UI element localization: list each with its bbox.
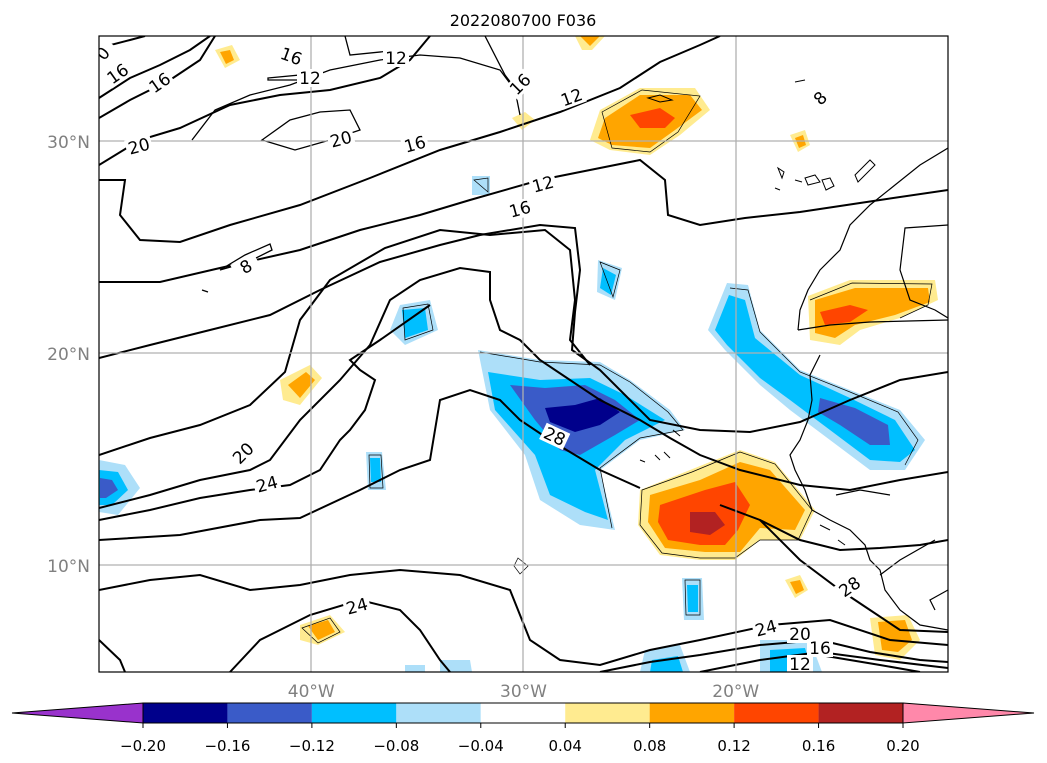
colorbar-tick-label: −0.16	[204, 737, 250, 755]
contour-label-bg	[227, 437, 259, 469]
contour-label-bg	[400, 132, 430, 157]
colorbar-segment	[734, 703, 819, 723]
colorbar-tick-label: 0.04	[549, 737, 582, 755]
contour-label-bg	[504, 68, 536, 100]
contour-label-bg	[787, 625, 813, 643]
lat-label: 10°N	[47, 557, 90, 577]
latitude-labels: 30°N 20°N 10°N	[47, 133, 90, 577]
colorbar-segment	[143, 703, 228, 723]
contour-label-bg	[807, 639, 833, 657]
colorbar-tick-label: −0.12	[289, 737, 335, 755]
colorbar-tick-labels: −0.20 −0.16 −0.12 −0.08 −0.04 0.04 0.08 0.12 0.1…	[120, 723, 920, 755]
contour-label-bg	[505, 197, 535, 222]
colorbar-tick-label: −0.08	[373, 737, 419, 755]
colorbar	[11, 702, 1035, 724]
lat-label: 30°N	[47, 133, 90, 153]
colorbar-tick-label: 0.12	[717, 737, 750, 755]
longitude-labels: 40°W 30°W 20°W	[288, 682, 760, 702]
colorbar-segment	[565, 703, 650, 723]
coastlines	[789, 147, 948, 631]
contour-label-bg	[326, 127, 356, 152]
colorbar-extend-max	[902, 702, 1035, 724]
positive-shading-016	[690, 512, 725, 535]
contour-label-bg	[528, 172, 558, 197]
map-frame	[98, 35, 949, 673]
contour-label: 12	[789, 655, 811, 675]
contour-label-bg	[252, 472, 282, 497]
contour-label-bg	[383, 49, 409, 67]
colorbar-tick-label: 0.16	[802, 737, 835, 755]
contour-label-bg	[556, 84, 587, 111]
colorbar-tick-label: −0.20	[120, 737, 166, 755]
colorbar-segment	[818, 703, 903, 723]
contour-label-bg	[101, 58, 134, 89]
contour-label-bg	[804, 82, 836, 114]
contour-label-bg	[342, 594, 372, 619]
lon-label: 30°W	[500, 682, 547, 702]
graticule	[99, 36, 948, 672]
lon-label: 40°W	[288, 682, 335, 702]
figure-title: 2022080700 F036	[450, 11, 597, 30]
lon-label: 20°W	[712, 682, 759, 702]
colorbar-segment	[649, 703, 735, 723]
contour-label: 12	[299, 69, 321, 89]
contour-label: 12	[385, 49, 407, 69]
islands	[639, 79, 876, 546]
contour-label-bg	[297, 69, 323, 87]
colorbar-segment	[311, 703, 397, 723]
colorbar-segment	[227, 703, 312, 723]
contour-lines	[99, 36, 948, 672]
colorbar-segment	[396, 703, 481, 723]
colorbar-tick-label: −0.04	[458, 737, 504, 755]
contour-label-bg	[833, 571, 866, 602]
colorbar-tick-label: 0.20	[886, 737, 919, 755]
negative-shading-016	[545, 398, 620, 432]
colorbar-outline	[142, 702, 904, 724]
contour-label-bg	[276, 43, 307, 70]
contour-label: 20	[789, 625, 811, 645]
colorbar-segment	[480, 703, 566, 723]
contour-label-bg	[751, 616, 781, 641]
contour-label-bg	[230, 252, 262, 281]
contour-label: 16	[809, 639, 831, 659]
contour-label-bg	[143, 67, 176, 98]
contour-label-bg	[787, 655, 813, 672]
colorbar-extend-min	[11, 702, 144, 724]
lat-label: 20°N	[47, 345, 90, 365]
contour-label-bg	[99, 37, 119, 70]
contour-label-bg	[124, 134, 154, 159]
contour-label-bg	[539, 422, 571, 451]
colorbar-tick-label: 0.08	[633, 737, 666, 755]
